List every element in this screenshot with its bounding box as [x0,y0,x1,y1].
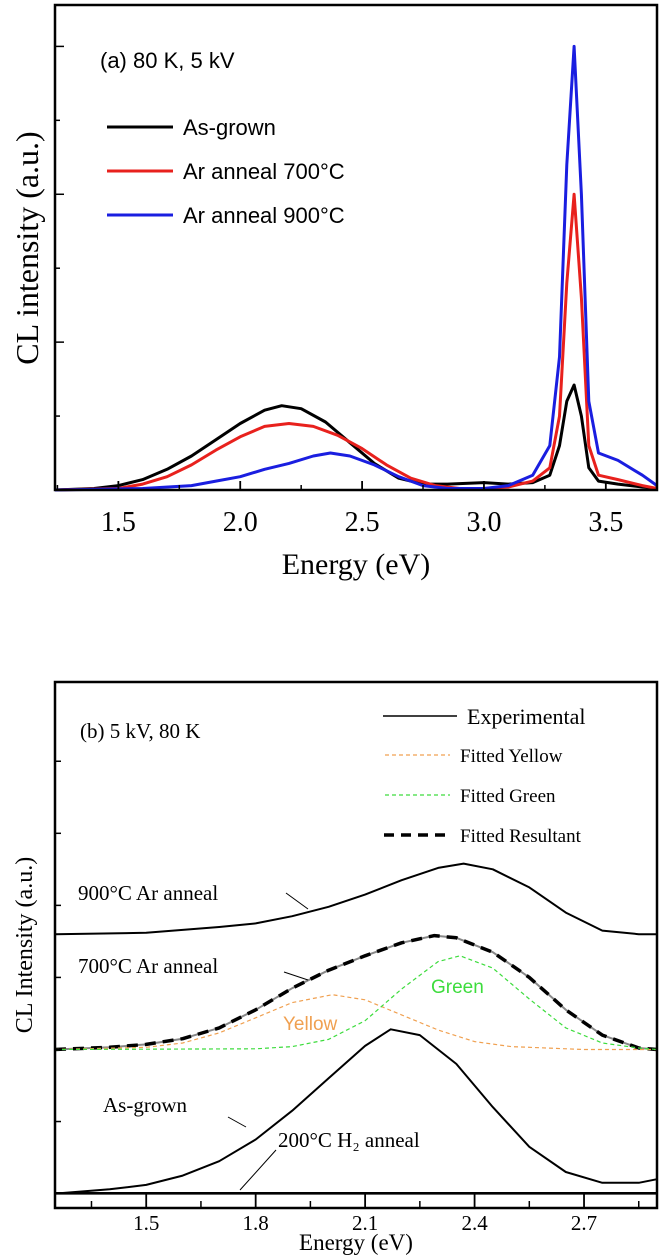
annotation-700-ar: 700°C Ar anneal [78,954,218,978]
panel-a-y-axis-label: CL intensity (a.u.) [9,131,45,364]
legend-label-fitted-yellow: Fitted Yellow [460,746,563,767]
legend-label-ar-700: Ar anneal 700°C [183,159,345,184]
panel-b-title: (b) 5 kV, 80 K [80,719,200,743]
arrow-900-ar [285,892,309,910]
arrow-700-ar [283,971,309,981]
panel-b-frame [53,680,659,1210]
series-line-ar-anneal-700-c [54,192,658,492]
series-line-900-c-ar-anneal [54,862,657,936]
legend-label-experimental: Experimental [467,704,586,729]
annotation-as-grown: As-grown [103,1093,187,1117]
series-line-as-grown [54,383,658,492]
arrow-as-grown [227,1116,247,1128]
panel-a-legend: As-grown Ar anneal 700°C Ar anneal 900°C [107,115,345,228]
panel-a: 1.5 2.0 2.5 3.0 3.5 (a) 80 K, 5 kV As-grown … [9,3,659,581]
panel-b-legend: Experimental Fitted Yellow Fitted Green … [383,704,586,847]
x-tick-label: 2.1 [352,1211,378,1235]
legend-label-fitted-resultant: Fitted Resultant [460,826,582,847]
x-tick-label: 1.5 [133,1211,159,1235]
panel-b-x-axis-label: Energy (eV) [299,1230,413,1255]
series-line-fitted-yellow [54,994,657,1051]
x-tick-label: 3.0 [466,507,501,538]
panel-b-annotations: 900°C Ar anneal 700°C Ar anneal As-grown… [78,881,484,1191]
series-line-fitted-green [54,955,658,1051]
series-line-700-c-ar-anneal [54,934,658,1051]
series-line-as-grown [54,1028,658,1195]
annotation-green: Green [431,977,484,998]
panel-b-y-axis-label: CL Intensity (a.u.) [12,857,38,1033]
legend-label-as-grown: As-grown [183,115,276,140]
annotation-900-ar: 900°C Ar anneal [78,881,218,905]
x-tick-label: 2.5 [345,507,380,538]
arrow-h2-anneal [239,1149,277,1191]
x-tick-label: 1.5 [101,507,136,538]
series-line-ar-anneal-900-c [54,44,658,492]
panel-b: 1.5 1.8 2.1 2.4 2.7 (b) 5 kV, 80 K Experimen… [12,680,659,1255]
series-line-fitted-resultant [54,933,658,1052]
panel-a-title: (a) 80 K, 5 kV [100,48,235,73]
x-tick-label: 1.8 [243,1211,269,1235]
x-tick-label: 2.4 [461,1211,488,1235]
annotation-yellow: Yellow [283,1014,338,1035]
legend-label-ar-900: Ar anneal 900°C [183,203,345,228]
legend-label-fitted-green: Fitted Green [460,786,556,807]
annotation-h2-anneal: 200°C H₂ anneal [278,1128,420,1152]
x-tick-label: 2.7 [571,1211,597,1235]
panel-a-frame [53,3,659,492]
x-tick-label: 2.0 [223,507,258,538]
x-tick-label: 3.5 [588,507,623,538]
panel-a-x-axis-label: Energy (eV) [282,548,431,581]
